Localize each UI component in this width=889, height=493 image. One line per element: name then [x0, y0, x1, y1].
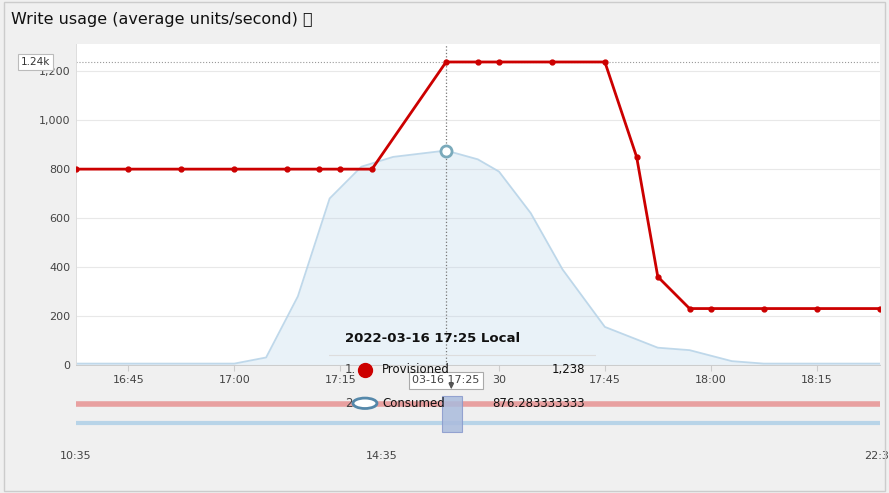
Text: 22:35: 22:35: [864, 451, 889, 460]
Text: 1.: 1.: [345, 363, 356, 376]
Text: 876.283333333: 876.283333333: [493, 397, 585, 410]
Circle shape: [353, 398, 377, 409]
Bar: [442, 396, 461, 432]
Text: Write usage (average units/second) ⧉: Write usage (average units/second) ⧉: [11, 12, 312, 27]
Text: Provisioned: Provisioned: [382, 363, 450, 376]
Text: 10:35: 10:35: [60, 451, 92, 460]
Text: 1,238: 1,238: [551, 363, 585, 376]
Text: 14:35: 14:35: [365, 451, 397, 460]
Text: 2022-03-16 17:25 Local: 2022-03-16 17:25 Local: [345, 332, 520, 345]
Text: 1.24k: 1.24k: [20, 57, 51, 67]
Text: 2.: 2.: [345, 397, 356, 410]
Text: Consumed: Consumed: [382, 397, 445, 410]
